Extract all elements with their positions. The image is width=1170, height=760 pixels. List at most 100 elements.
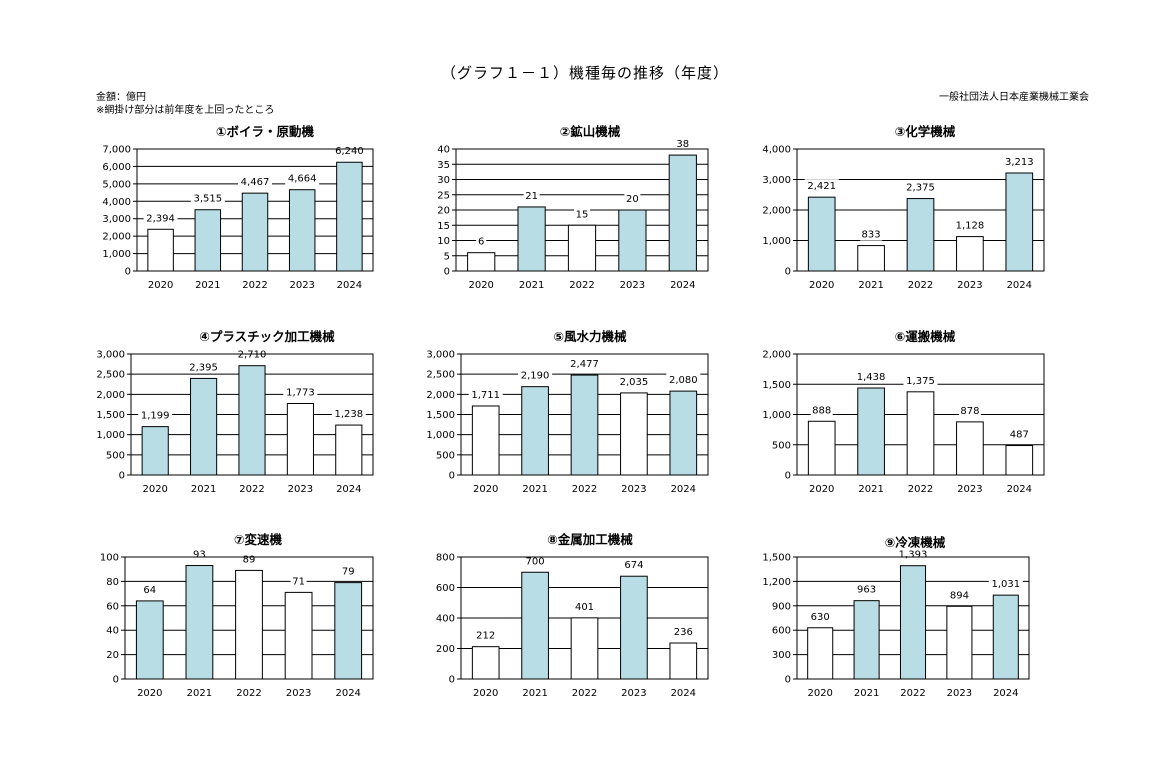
y-tick-label: 10 bbox=[437, 236, 450, 247]
data-label-backdrop bbox=[283, 385, 318, 399]
data-label: 878 bbox=[960, 406, 979, 417]
y-tick-label: 1,000 bbox=[762, 236, 791, 247]
x-tick-label: 2020 bbox=[809, 484, 834, 495]
bar-2024 bbox=[992, 594, 1019, 680]
x-tick-label: 2020 bbox=[148, 280, 173, 291]
data-label-backdrop bbox=[903, 373, 938, 387]
y-tick-label: 2,500 bbox=[426, 370, 455, 381]
bar-2021 bbox=[857, 245, 885, 272]
bar-2021 bbox=[190, 377, 218, 476]
data-label: 1,128 bbox=[956, 221, 985, 232]
data-label: 64 bbox=[143, 585, 156, 596]
x-tick-label: 2023 bbox=[288, 484, 313, 495]
bar-2024 bbox=[669, 390, 698, 476]
data-label: 833 bbox=[862, 230, 881, 241]
plot-frame bbox=[796, 556, 1030, 680]
bar-2022 bbox=[241, 192, 269, 272]
page-title: （グラフ１－１）機種毎の推移（年度） bbox=[440, 64, 729, 82]
data-label-backdrop bbox=[1002, 155, 1037, 169]
data-label-backdrop bbox=[474, 628, 497, 642]
bar-2024 bbox=[334, 582, 363, 680]
chart-panel-9: ⑨冷凍機械 0 300 600 900 1,200 1,500 630 2020 963 2021 1… bbox=[762, 535, 1030, 699]
x-tick-label: 2024 bbox=[670, 280, 695, 291]
data-label-backdrop bbox=[958, 403, 981, 417]
x-tick-label: 2024 bbox=[337, 280, 362, 291]
data-label: 21 bbox=[525, 191, 538, 202]
x-tick-label: 2024 bbox=[1007, 280, 1032, 291]
data-label-backdrop bbox=[672, 625, 695, 639]
data-label-backdrop bbox=[674, 137, 691, 151]
x-tick-label: 2020 bbox=[468, 280, 493, 291]
data-label-backdrop bbox=[622, 558, 645, 572]
y-tick-label: 2,000 bbox=[762, 206, 791, 217]
data-label-backdrop bbox=[186, 360, 221, 374]
x-tick-label: 2023 bbox=[286, 688, 311, 699]
y-tick-label: 3,000 bbox=[102, 214, 131, 225]
data-label: 674 bbox=[624, 560, 643, 571]
data-label-backdrop bbox=[988, 577, 1023, 591]
x-tick-label: 2020 bbox=[137, 688, 162, 699]
y-tick-label: 40 bbox=[437, 145, 450, 156]
data-label-backdrop bbox=[143, 211, 178, 225]
bar-2020 bbox=[807, 196, 836, 272]
data-label: 20 bbox=[626, 194, 639, 205]
data-label: 2,394 bbox=[146, 213, 175, 224]
y-tick-label: 5 bbox=[444, 251, 450, 262]
bar-2022 bbox=[238, 365, 266, 476]
bar-2023 bbox=[618, 209, 647, 272]
data-label: 71 bbox=[292, 576, 305, 587]
bar-2023 bbox=[956, 421, 984, 476]
data-label: 6 bbox=[478, 237, 484, 248]
bar-2022 bbox=[899, 565, 927, 680]
y-tick-label: 60 bbox=[106, 601, 119, 612]
data-label-backdrop bbox=[238, 175, 272, 189]
y-tick-label: 1,200 bbox=[762, 577, 791, 588]
bar-2020 bbox=[807, 627, 834, 680]
bar-2021 bbox=[521, 386, 549, 476]
bar-2020 bbox=[471, 405, 500, 476]
bar-2020 bbox=[135, 600, 164, 680]
plot-frame bbox=[130, 353, 374, 476]
bar-2024 bbox=[336, 161, 363, 272]
y-tick-label: 4,000 bbox=[762, 145, 791, 156]
y-tick-label: 900 bbox=[772, 601, 791, 612]
x-tick-label: 2020 bbox=[142, 484, 167, 495]
data-label: 236 bbox=[674, 627, 693, 638]
data-label-backdrop bbox=[523, 188, 540, 202]
y-tick-label: 1,500 bbox=[762, 380, 791, 391]
x-tick-label: 2022 bbox=[239, 484, 264, 495]
y-tick-label: 1,000 bbox=[96, 430, 125, 441]
data-label: 894 bbox=[950, 590, 969, 601]
bar-2023 bbox=[956, 236, 984, 272]
data-label-backdrop bbox=[141, 582, 158, 596]
plot-frame bbox=[796, 353, 1045, 476]
y-tick-label: 0 bbox=[125, 267, 131, 278]
data-label: 4,467 bbox=[241, 177, 270, 188]
y-tick-label: 2,000 bbox=[102, 232, 131, 243]
y-tick-label: 100 bbox=[100, 553, 119, 564]
x-tick-label: 2023 bbox=[621, 688, 646, 699]
data-label-backdrop bbox=[290, 574, 307, 588]
data-label-backdrop bbox=[804, 179, 839, 193]
bar-2021 bbox=[521, 571, 549, 680]
data-label: 2,710 bbox=[238, 350, 267, 361]
plot-frame bbox=[136, 148, 374, 272]
bar-2021 bbox=[517, 206, 546, 272]
chart-title: ⑦変速機 bbox=[234, 532, 283, 547]
bar-2020 bbox=[471, 646, 500, 680]
x-tick-label: 2021 bbox=[187, 688, 212, 699]
x-tick-label: 2023 bbox=[621, 484, 646, 495]
data-label-backdrop bbox=[190, 191, 225, 205]
y-tick-label: 300 bbox=[772, 650, 791, 661]
x-tick-label: 2022 bbox=[242, 280, 267, 291]
bar-2021 bbox=[194, 209, 222, 272]
data-label: 6,240 bbox=[335, 146, 364, 157]
data-label-backdrop bbox=[860, 227, 883, 241]
y-tick-label: 600 bbox=[436, 583, 455, 594]
data-label-backdrop bbox=[854, 370, 889, 384]
bar-2020 bbox=[147, 228, 174, 272]
y-tick-label: 1,500 bbox=[426, 410, 455, 421]
x-tick-label: 2022 bbox=[236, 688, 261, 699]
x-tick-label: 2022 bbox=[569, 280, 594, 291]
data-label: 1,711 bbox=[471, 390, 500, 401]
